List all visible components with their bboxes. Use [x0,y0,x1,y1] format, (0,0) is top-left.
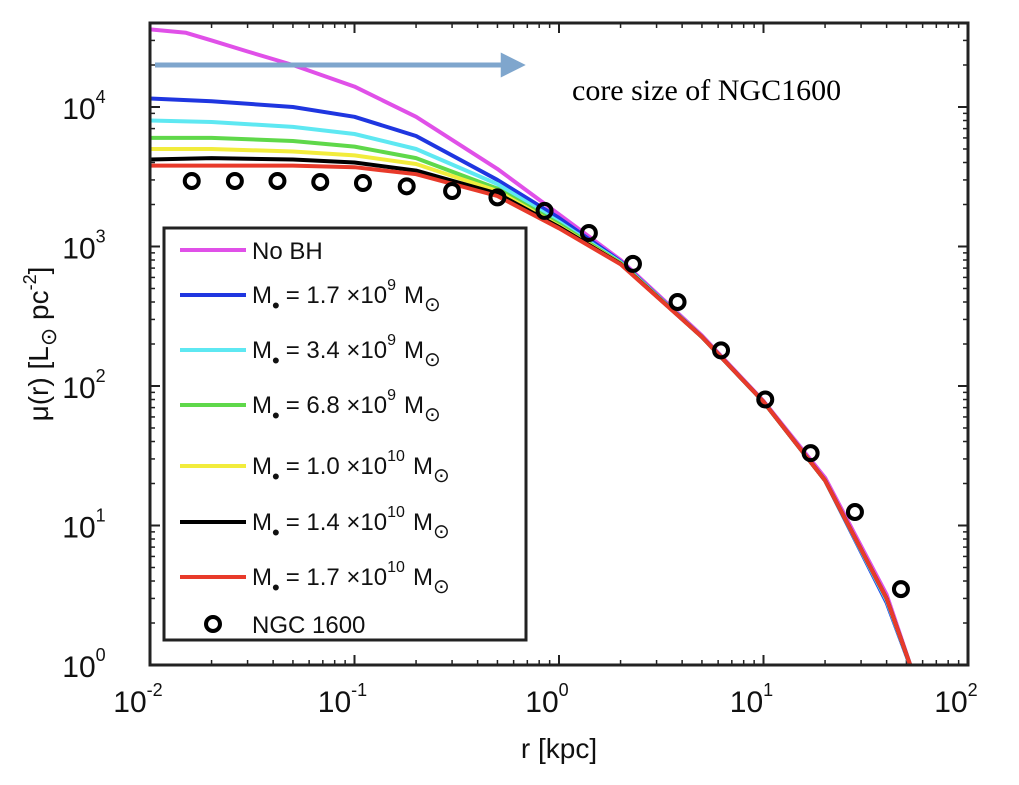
y-tick-label: 101 [62,505,105,544]
y-tick-label: 104 [62,87,105,126]
x-tick-labels: 10-2 10-1 100 101 102 [113,680,977,719]
plot-frame [148,21,970,667]
ngc1600-point [311,172,330,191]
core-size-annotation: core size of NGC1600 [572,74,841,107]
y-tick-label: 103 [62,226,105,265]
legend-label-no-bh: No BH [252,238,323,265]
ngc1600-point [353,174,372,193]
ngc1600-point [801,444,820,463]
ngc1600-points [182,171,910,599]
legend-label-ngc1600: NGC 1600 [252,612,365,639]
x-tick-label: 101 [730,680,773,719]
ngc1600-point [845,502,864,521]
legend-marker-ngc1600 [204,615,222,633]
ngc1600-point [443,181,462,200]
series-line-6 [150,163,913,665]
legend: No BH M• = 1.7 ×109 M⊙ M• = 3.4 ×109 M⊙ M• = … [162,226,528,642]
ngc1600-point [756,390,775,409]
y-tick-labels: 100 101 102 103 104 [62,87,105,684]
legend-label-m1-7e9: M• = 1.7 ×109 M⊙ [252,277,441,318]
series-lines [150,27,913,665]
ngc1600-point [397,177,416,196]
x-tick-label: 102 [934,680,977,719]
ngc1600-point [535,201,554,220]
ngc1600-point [579,223,598,242]
legend-label-m1-4e10: M• = 1.4 ×1010 M⊙ [252,504,450,545]
ngc1600-point [623,254,642,273]
x-tick-label: 10-1 [318,680,367,719]
y-axis-label-prefix: μ(r) [L [23,346,54,421]
ngc1600-point [668,293,687,312]
y-axis-label-sun: ⊙ [36,328,61,346]
ngc1600-point [712,341,731,360]
legend-label-m6-8e9: M• = 6.8 ×109 M⊙ [252,387,441,428]
y-tick-label: 102 [62,366,105,405]
legend-label-m1-0e10: M• = 1.0 ×1010 M⊙ [252,448,450,489]
ngc1600-point [268,171,287,190]
legend-label-m3-4e9: M• = 3.4 ×109 M⊙ [252,332,441,373]
y-axis-label-middle: pc [23,290,54,327]
x-tick-label: 10-2 [113,680,162,719]
ngc1600-point [225,171,244,190]
y-tick-label: 100 [62,645,105,684]
ngc1600-point [182,171,201,190]
y-axis-label-suffix: ] [23,267,54,275]
ngc1600-point [488,188,507,207]
y-axis-label-exp: -2 [20,274,40,290]
ngc1600-point [891,580,910,599]
y-axis-label: μ(r) [L⊙ pc-2] [20,267,61,422]
legend-label-m1-7e10: M• = 1.7 ×1010 M⊙ [252,559,450,600]
x-tick-label: 100 [525,680,568,719]
x-axis-label: r [kpc] [521,733,597,764]
